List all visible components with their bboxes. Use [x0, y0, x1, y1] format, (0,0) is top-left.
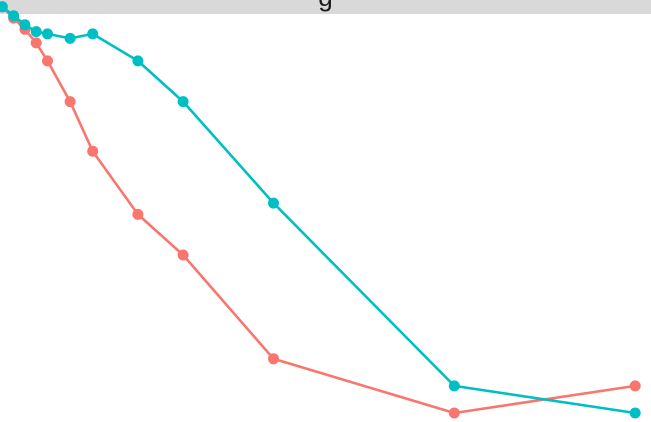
series-1-point-4 [30, 37, 42, 49]
series-2-point-5 [42, 28, 53, 40]
series-1-point-6 [64, 96, 76, 108]
series-2 [0, 1, 641, 419]
series-2-point-1 [0, 1, 8, 13]
panel-strip-label: g [0, 0, 651, 12]
series-1-line [1, 5, 636, 415]
series-2-point-2 [8, 10, 20, 22]
series-2-point-6 [64, 32, 76, 44]
series-2-line [1, 5, 636, 415]
series-1-point-9 [177, 249, 189, 261]
series-2-point-12 [629, 407, 641, 419]
series-2-point-10 [268, 197, 279, 209]
series-1-point-10 [268, 353, 279, 365]
series-1-point-12 [629, 380, 641, 392]
series-2-point-9 [177, 96, 189, 108]
series-1-point-8 [132, 208, 144, 220]
series-1 [0, 1, 641, 419]
series-2-point-4 [30, 26, 42, 38]
series-2-point-8 [132, 55, 144, 67]
series-1-point-11 [448, 407, 460, 419]
panel-strip: g [0, 0, 651, 14]
series-2-point-7 [87, 28, 99, 40]
series-2-point-3 [19, 19, 31, 31]
series-2-point-11 [448, 380, 460, 392]
series-1-point-5 [42, 55, 53, 67]
series-1-point-7 [87, 145, 99, 157]
